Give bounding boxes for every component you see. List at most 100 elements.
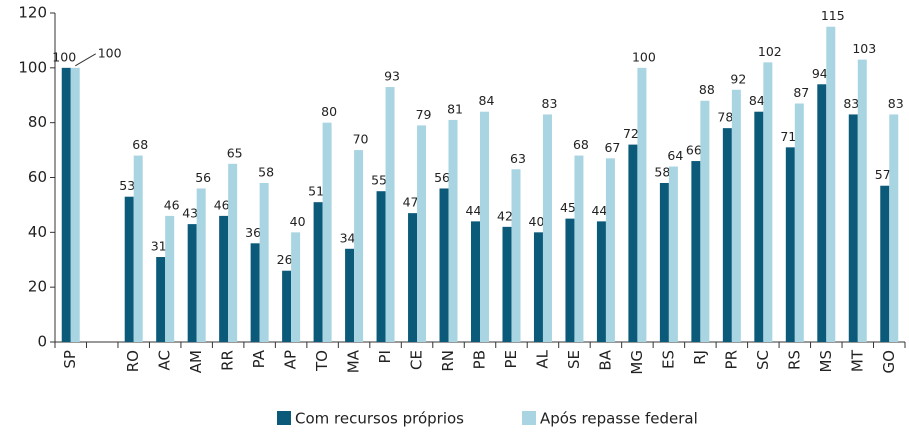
bar (754, 111, 764, 342)
bar (376, 191, 386, 342)
bar (637, 67, 647, 342)
data-label: 100 (52, 49, 76, 64)
bar (70, 67, 80, 342)
bar (889, 114, 899, 342)
data-label: 67 (604, 140, 620, 155)
data-label: 93 (384, 69, 400, 84)
bar (354, 150, 364, 342)
data-label: 65 (227, 145, 243, 160)
y-tick-label: 120 (18, 4, 47, 22)
y-tick-label: 100 (18, 58, 47, 76)
data-label: 43 (182, 206, 198, 221)
data-label: 34 (340, 230, 356, 245)
data-label: 51 (308, 184, 324, 199)
legend-label: Após repasse federal (540, 410, 698, 428)
data-label: 72 (623, 126, 639, 141)
leader-line (74, 53, 96, 67)
x-tick-label: MG (628, 350, 646, 375)
x-tick-label: MS (817, 350, 835, 372)
data-label: 66 (686, 143, 702, 158)
bar (385, 87, 395, 343)
bar (794, 103, 804, 342)
data-label: 64 (667, 148, 683, 163)
data-label: 70 (353, 132, 369, 147)
bar (196, 188, 206, 342)
data-label: 53 (119, 178, 135, 193)
data-label: 83 (843, 96, 859, 111)
bar (659, 182, 669, 342)
data-label: 84 (749, 93, 765, 108)
x-tick-label: RN (439, 350, 457, 372)
x-tick-label: RJ (691, 350, 709, 365)
data-label: 100 (632, 49, 656, 64)
data-label: 87 (793, 85, 809, 100)
x-tick-label: RR (219, 350, 237, 371)
x-tick-label: PI (376, 350, 394, 363)
data-label: 44 (591, 203, 607, 218)
x-tick-label: MA (345, 349, 363, 373)
data-label: 58 (258, 164, 274, 179)
data-label: 46 (164, 197, 180, 212)
bar (605, 158, 615, 342)
data-label: 46 (214, 197, 230, 212)
legend-swatch (522, 411, 536, 425)
data-label: 40 (290, 214, 306, 229)
bar (282, 270, 292, 342)
bar (668, 166, 678, 342)
bar (322, 122, 332, 343)
bar (259, 182, 269, 342)
data-label: 79 (416, 107, 432, 122)
x-tick-label: AM (187, 350, 205, 373)
y-tick-label: 60 (28, 168, 47, 186)
x-tick-label: SP (61, 350, 79, 369)
bar (848, 114, 858, 342)
data-label: 40 (529, 214, 545, 229)
legend-swatch (277, 411, 291, 425)
data-label: 81 (447, 101, 463, 116)
data-label: 92 (730, 71, 746, 86)
bar (408, 213, 418, 342)
data-label: 71 (780, 129, 796, 144)
x-tick-label: RS (785, 350, 803, 370)
data-label: 102 (758, 44, 782, 59)
bar (502, 226, 512, 342)
x-tick-label: AP (282, 350, 300, 369)
data-label: 80 (321, 104, 337, 119)
x-tick-label: PA (250, 349, 268, 368)
bar (596, 221, 606, 342)
data-label: 100 (98, 45, 122, 60)
data-label: 31 (151, 239, 167, 254)
bar (219, 215, 229, 342)
data-label: 115 (821, 8, 845, 23)
bar (542, 114, 552, 342)
bar (448, 119, 458, 342)
bar (700, 100, 710, 342)
x-tick-label: SC (754, 350, 772, 370)
data-label: 56 (434, 170, 450, 185)
data-label: 45 (560, 200, 576, 215)
bar (228, 163, 238, 342)
data-label: 68 (132, 137, 148, 152)
bar (439, 188, 449, 342)
y-tick-label: 0 (37, 333, 47, 351)
bar (722, 128, 732, 342)
x-tick-label: PE (502, 350, 520, 369)
x-tick-label: GO (880, 350, 898, 373)
bar (124, 196, 134, 342)
bar (417, 125, 427, 343)
bar (574, 155, 584, 342)
data-label: 84 (479, 93, 495, 108)
data-label: 94 (812, 66, 828, 81)
data-label: 26 (277, 252, 293, 267)
bar (533, 232, 543, 342)
data-label: 103 (852, 41, 876, 56)
data-label: 56 (195, 170, 211, 185)
x-tick-label: TO (313, 350, 331, 372)
bar (785, 147, 795, 342)
bar (291, 232, 301, 342)
bar (61, 67, 71, 342)
bar (156, 257, 166, 342)
bar (313, 202, 323, 342)
bar (511, 169, 521, 342)
